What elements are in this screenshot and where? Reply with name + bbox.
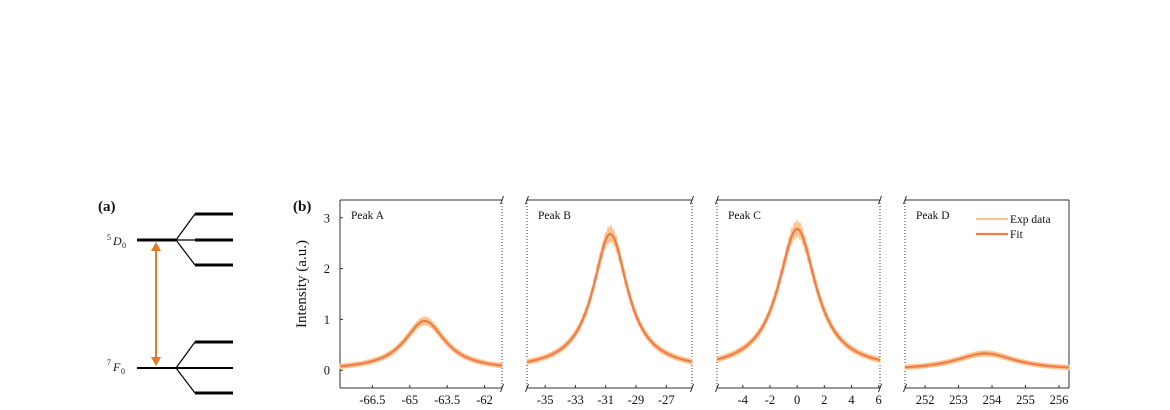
x-tick-label: -35	[537, 393, 554, 407]
lower-level-sup: 7	[107, 358, 111, 367]
upper-level-symbol: D	[112, 234, 122, 248]
panel-a-label: (a)	[98, 199, 116, 215]
peak-panel-b: -35 -33 -31 -29 -27 Peak B	[525, 195, 694, 407]
x-tick-label: -27	[658, 393, 675, 407]
exp-data-series	[716, 218, 881, 363]
lower-level-sub: 0	[121, 367, 125, 376]
x-tick-label: -2	[765, 393, 775, 407]
transition-arrow-icon	[151, 242, 161, 366]
peak-panel-c: -4 -2 0 2 4 6 Peak C	[715, 195, 882, 407]
fit-series	[526, 232, 693, 363]
exp-data-series	[526, 224, 693, 365]
y-tick-label: 2	[324, 262, 330, 276]
fit-series	[339, 319, 503, 368]
x-tick-label: -31	[597, 393, 614, 407]
legend-exp-label: Exp data	[1010, 214, 1051, 226]
upper-level-sup: 5	[107, 233, 111, 242]
legend-fit-label: Fit	[1010, 229, 1024, 241]
exp-data-series	[904, 350, 1070, 371]
x-tick-label: -66.5	[359, 393, 385, 407]
y-tick-label: 1	[324, 313, 330, 327]
x-tick-label: 253	[949, 393, 968, 407]
x-tick-label: -4	[738, 393, 749, 407]
peak-title: Peak A	[351, 210, 385, 222]
lower-level-symbol: F	[112, 360, 121, 374]
x-tick-label: 2	[821, 393, 827, 407]
x-tick-label: 256	[1050, 393, 1069, 407]
peak-panel-a: -66.5 -65 -63.5 -62 Peak A	[339, 195, 504, 407]
peak-title: Peak D	[916, 210, 950, 222]
panel-b-label: (b)	[293, 199, 311, 215]
x-tick-label: -62	[476, 393, 493, 407]
x-tick-label: 254	[983, 393, 1003, 407]
upper-level-sub: 0	[122, 241, 126, 250]
legend: Exp data Fit	[976, 214, 1051, 241]
x-tick-label: -33	[567, 393, 584, 407]
fit-series	[716, 227, 881, 362]
peak-title: Peak B	[538, 210, 571, 222]
fit-series	[905, 352, 1069, 369]
x-tick-label: 252	[916, 393, 935, 407]
peak-panel-d: 252 253 254 255 256 Peak D	[903, 195, 1070, 407]
x-tick-label: 6	[876, 393, 882, 407]
x-tick-label: 0	[794, 393, 800, 407]
x-tick-label: -65	[401, 393, 418, 407]
y-axis-label: Intensity (a.u.)	[294, 240, 310, 328]
x-tick-label: -29	[628, 393, 645, 407]
y-tick-label: 0	[324, 364, 330, 378]
peak-panels: -66.5 -65 -63.5 -62 Peak A -35 -33 -31 -29 -27 Pea…	[339, 195, 1070, 407]
y-tick-label: 3	[324, 211, 330, 225]
x-tick-label: 4	[848, 393, 855, 407]
x-tick-label: -63.5	[434, 393, 460, 407]
peak-title: Peak C	[728, 210, 761, 222]
x-tick-label: 255	[1016, 393, 1035, 407]
energy-level-diagram: (a) 5 D 0 7 F 0	[98, 199, 233, 395]
